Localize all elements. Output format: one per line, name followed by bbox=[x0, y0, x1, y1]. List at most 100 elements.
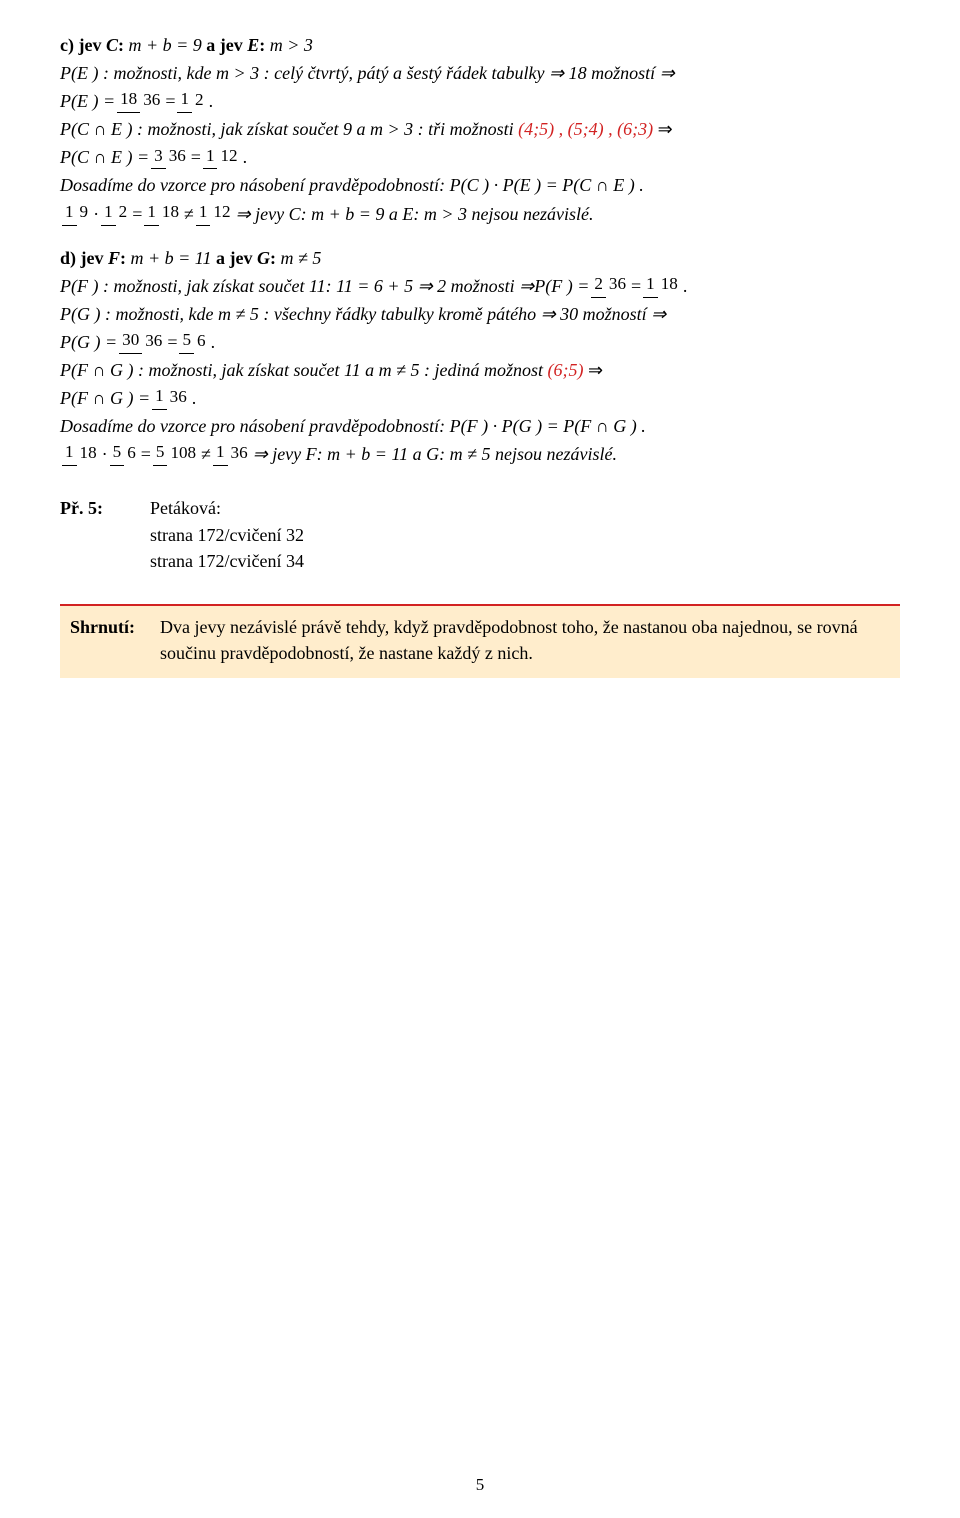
d-eq1: m + b = 11 bbox=[131, 248, 212, 268]
pf-dot: . bbox=[683, 273, 688, 299]
pg-dot: . bbox=[211, 329, 216, 355]
c-if4: 1 12 bbox=[196, 200, 234, 226]
d-if1-den: 18 bbox=[77, 441, 100, 466]
d-if3-num: 5 bbox=[153, 440, 168, 466]
pce-frac1: 3 36 bbox=[151, 144, 189, 170]
d-if2-num: 5 bbox=[110, 440, 125, 466]
pe-equation: P(E ) = 18 36 = 1 2 . bbox=[60, 88, 900, 114]
pce-frac2-den: 12 bbox=[217, 144, 240, 169]
pfg-dot: . bbox=[192, 385, 197, 411]
pf-frac2-num: 1 bbox=[643, 272, 658, 298]
c-colon: : bbox=[259, 35, 270, 55]
page: c) jev C: m + b = 9 a jev E: m > 3 P(E )… bbox=[0, 0, 960, 1518]
pf-frac2: 1 18 bbox=[643, 272, 681, 298]
pfg-start: P(F ∩ G ) : možnosti, jak získat součet … bbox=[60, 360, 548, 380]
d-ieq: = bbox=[141, 441, 151, 467]
pe-dot: . bbox=[209, 88, 214, 114]
pce-desc: P(C ∩ E ) : možnosti, jak získat součet … bbox=[60, 116, 900, 142]
pe-eq: = bbox=[165, 88, 175, 114]
pg-frac1: 30 36 bbox=[119, 328, 165, 354]
pf-frac1-den: 36 bbox=[606, 272, 629, 297]
d-G: G bbox=[257, 248, 270, 268]
pfg-desc: P(F ∩ G ) : možnosti, jak získat součet … bbox=[60, 357, 900, 383]
pf-line: P(F ) : možnosti, jak získat součet 11: … bbox=[60, 273, 900, 299]
pfg-arrow: ⇒ bbox=[583, 360, 603, 380]
pg-frac2-den: 6 bbox=[194, 329, 209, 354]
c-if3-num: 1 bbox=[144, 200, 159, 226]
pf-frac1: 2 36 bbox=[591, 272, 629, 298]
c-itail: ⇒ jevy C: m + b = 9 a E: m > 3 nejsou ne… bbox=[236, 201, 594, 227]
pe-frac1-den: 36 bbox=[140, 88, 163, 113]
page-number: 5 bbox=[0, 1473, 960, 1498]
c-if4-num: 1 bbox=[196, 200, 211, 226]
c-ineq: ≠ bbox=[184, 201, 194, 227]
c-if1-num: 1 bbox=[62, 200, 77, 226]
d-dosadime: Dosadíme do vzorce pro násobení pravděpo… bbox=[60, 413, 900, 439]
d-colon: : bbox=[270, 248, 281, 268]
pe-frac1: 18 36 bbox=[117, 87, 163, 113]
pe-frac2: 1 2 bbox=[177, 87, 206, 113]
reference-line2: strana 172/cvičení 32 bbox=[150, 522, 900, 548]
pg-frac1-den: 36 bbox=[142, 329, 165, 354]
c-if3: 1 18 bbox=[144, 200, 182, 226]
pfg-frac: 1 36 bbox=[152, 384, 190, 410]
pfg-equation: P(F ∩ G ) = 1 36 . bbox=[60, 385, 900, 411]
pg-eq: = bbox=[167, 329, 177, 355]
pfg-frac-den: 36 bbox=[167, 385, 190, 410]
c-indep: 1 9 · 1 2 = 1 18 ≠ 1 12 ⇒ jevy C: m + b … bbox=[60, 201, 900, 227]
pg-frac2: 5 6 bbox=[179, 328, 208, 354]
section-d-heading: d) jev F: m + b = 11 a jev G: m ≠ 5 bbox=[60, 245, 900, 271]
c-E: E bbox=[247, 35, 259, 55]
d-if4-den: 36 bbox=[228, 441, 251, 466]
d-ineq: ≠ bbox=[201, 441, 211, 467]
c-eq1: m + b = 9 bbox=[128, 35, 201, 55]
pfg-tuple: (6;5) bbox=[548, 360, 584, 380]
pg-frac1-num: 30 bbox=[119, 328, 142, 354]
d-if4: 1 36 bbox=[213, 440, 251, 466]
c-if2-den: 2 bbox=[116, 200, 131, 225]
c-if1: 1 9 bbox=[62, 200, 91, 226]
c-C: C bbox=[106, 35, 118, 55]
d-indep: 1 18 · 5 6 = 5 108 ≠ 1 36 ⇒ jevy F: m + … bbox=[60, 441, 900, 467]
c-dosadime: Dosadíme do vzorce pro násobení pravděpo… bbox=[60, 172, 900, 198]
pfg-lhs: P(F ∩ G ) = bbox=[60, 385, 150, 411]
d-if1: 1 18 bbox=[62, 440, 100, 466]
pce-frac2: 1 12 bbox=[203, 144, 241, 170]
pg-equation: P(G ) = 30 36 = 5 6 . bbox=[60, 329, 900, 355]
pce-eq: = bbox=[191, 144, 201, 170]
c-and: a jev bbox=[202, 35, 247, 55]
pe-lhs: P(E ) = bbox=[60, 88, 115, 114]
d-itail: ⇒ jevy F: m + b = 11 a G: m ≠ 5 nejsou n… bbox=[253, 441, 617, 467]
c-prefix: c) jev bbox=[60, 35, 106, 55]
d-eq2: m ≠ 5 bbox=[280, 248, 321, 268]
d-if2-den: 6 bbox=[124, 441, 139, 466]
pf-lhs: P(F ) = bbox=[534, 273, 589, 299]
pe-frac2-den: 2 bbox=[192, 88, 207, 113]
pf-frac1-num: 2 bbox=[591, 272, 606, 298]
d-if4-num: 1 bbox=[213, 440, 228, 466]
d-and: a jev bbox=[211, 248, 256, 268]
d-idot: · bbox=[102, 441, 108, 467]
c-ieq: = bbox=[132, 201, 142, 227]
pf-text: P(F ) : možnosti, jak získat součet 11: … bbox=[60, 273, 534, 299]
c-idot: · bbox=[93, 201, 99, 227]
c-if1-den: 9 bbox=[77, 200, 92, 225]
summary-text: Dva jevy nezávislé právě tehdy, když pra… bbox=[160, 614, 890, 666]
section-d: d) jev F: m + b = 11 a jev G: m ≠ 5 P(F … bbox=[60, 245, 900, 468]
pce-frac2-num: 1 bbox=[203, 144, 218, 170]
pce-tuples: (4;5) , (5;4) , (6;3) bbox=[518, 119, 653, 139]
c-mid: : bbox=[118, 35, 129, 55]
pe-desc: P(E ) : možnosti, kde m > 3 : celý čtvrt… bbox=[60, 60, 900, 86]
pfg-frac-num: 1 bbox=[152, 384, 167, 410]
d-F: F bbox=[108, 248, 120, 268]
pce-frac1-den: 36 bbox=[166, 144, 189, 169]
c-eq2: m > 3 bbox=[270, 35, 313, 55]
summary-box: Shrnutí: Dva jevy nezávislé právě tehdy,… bbox=[60, 604, 900, 678]
c-if2-num: 1 bbox=[101, 200, 116, 226]
reference-block: Př. 5: Petáková: strana 172/cvičení 32 s… bbox=[60, 495, 900, 573]
pf-frac2-den: 18 bbox=[658, 272, 681, 297]
d-if3: 5 108 bbox=[153, 440, 199, 466]
pce-equation: P(C ∩ E ) = 3 36 = 1 12 . bbox=[60, 144, 900, 170]
summary-label: Shrnutí: bbox=[70, 614, 160, 666]
pg-desc: P(G ) : možnosti, kde m ≠ 5 : všechny řá… bbox=[60, 301, 900, 327]
